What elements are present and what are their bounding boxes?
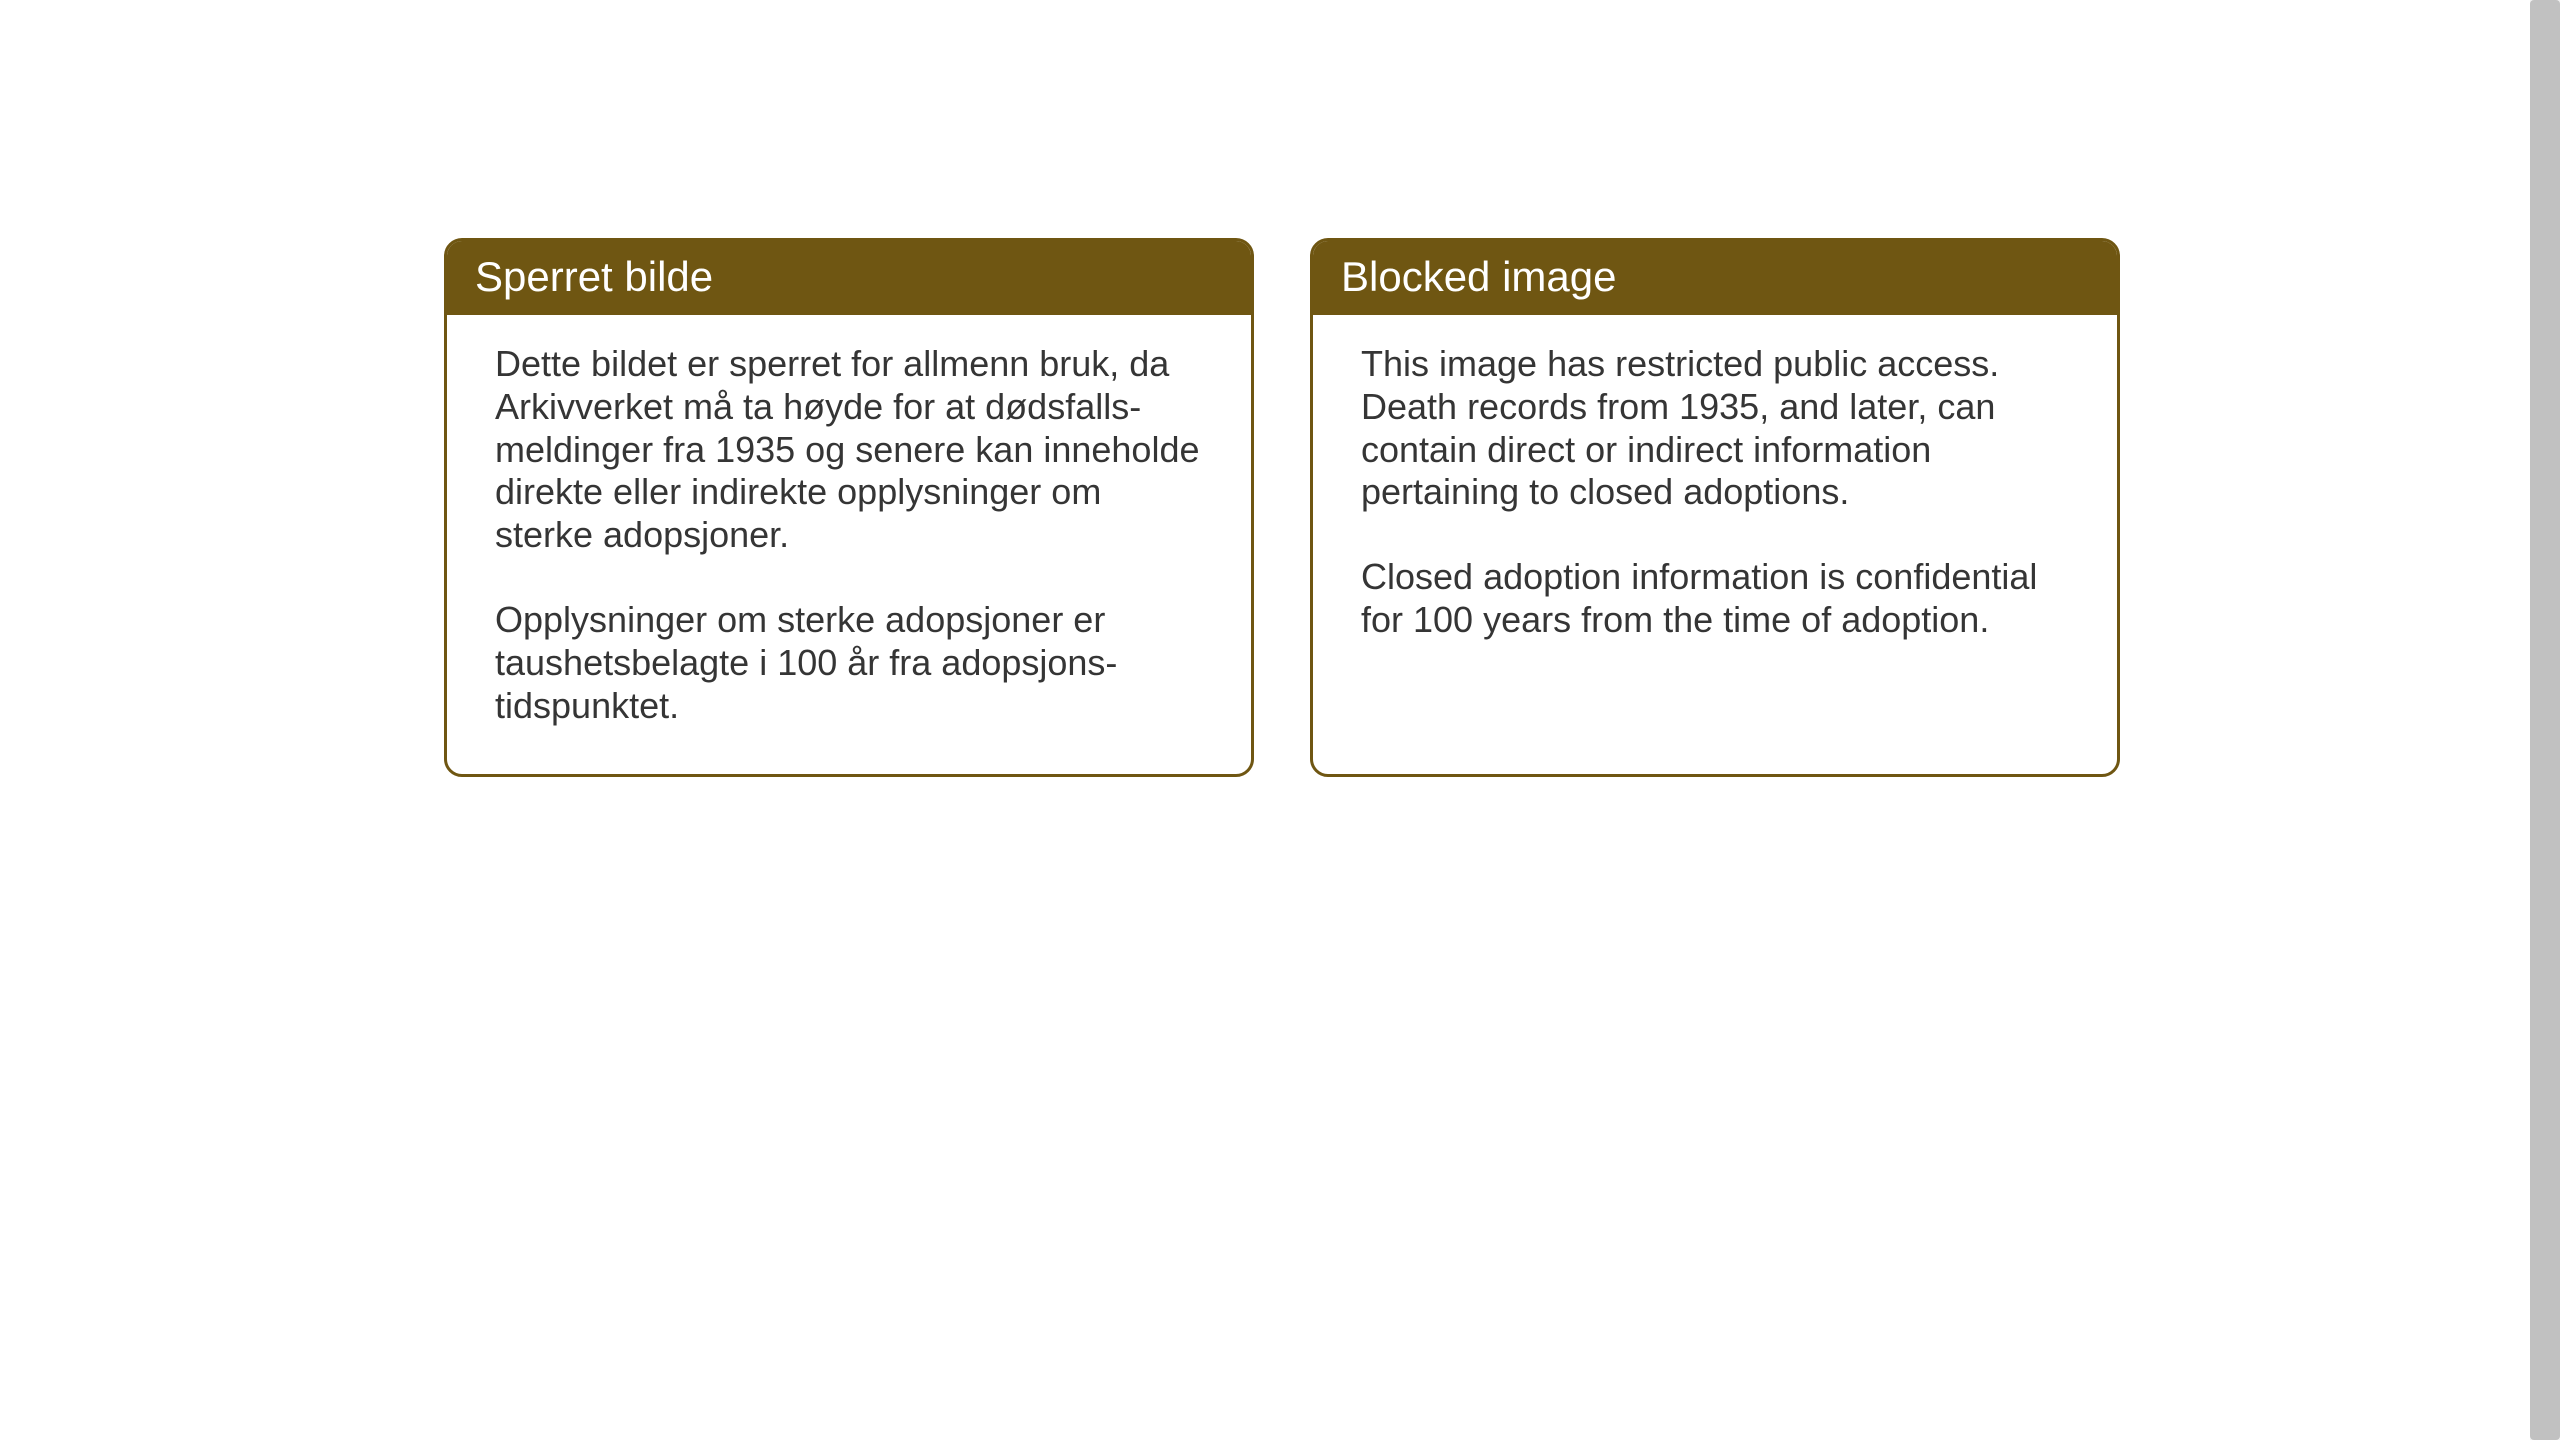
card-norwegian-header: Sperret bilde — [447, 241, 1251, 315]
card-english-paragraph-1: This image has restricted public access.… — [1361, 343, 2073, 514]
card-norwegian-title: Sperret bilde — [475, 253, 713, 300]
scrollbar-thumb[interactable] — [2530, 0, 2560, 1440]
card-norwegian: Sperret bilde Dette bildet er sperret fo… — [444, 238, 1254, 777]
card-english: Blocked image This image has restricted … — [1310, 238, 2120, 777]
card-english-paragraph-2: Closed adoption information is confident… — [1361, 556, 2073, 642]
card-norwegian-paragraph-2: Opplysninger om sterke adopsjoner er tau… — [495, 599, 1207, 727]
cards-container: Sperret bilde Dette bildet er sperret fo… — [444, 238, 2120, 777]
card-english-header: Blocked image — [1313, 241, 2117, 315]
card-english-title: Blocked image — [1341, 253, 1616, 300]
scrollbar-track[interactable] — [2530, 0, 2560, 1440]
card-english-body: This image has restricted public access.… — [1313, 315, 2117, 688]
card-norwegian-paragraph-1: Dette bildet er sperret for allmenn bruk… — [495, 343, 1207, 557]
card-norwegian-body: Dette bildet er sperret for allmenn bruk… — [447, 315, 1251, 774]
